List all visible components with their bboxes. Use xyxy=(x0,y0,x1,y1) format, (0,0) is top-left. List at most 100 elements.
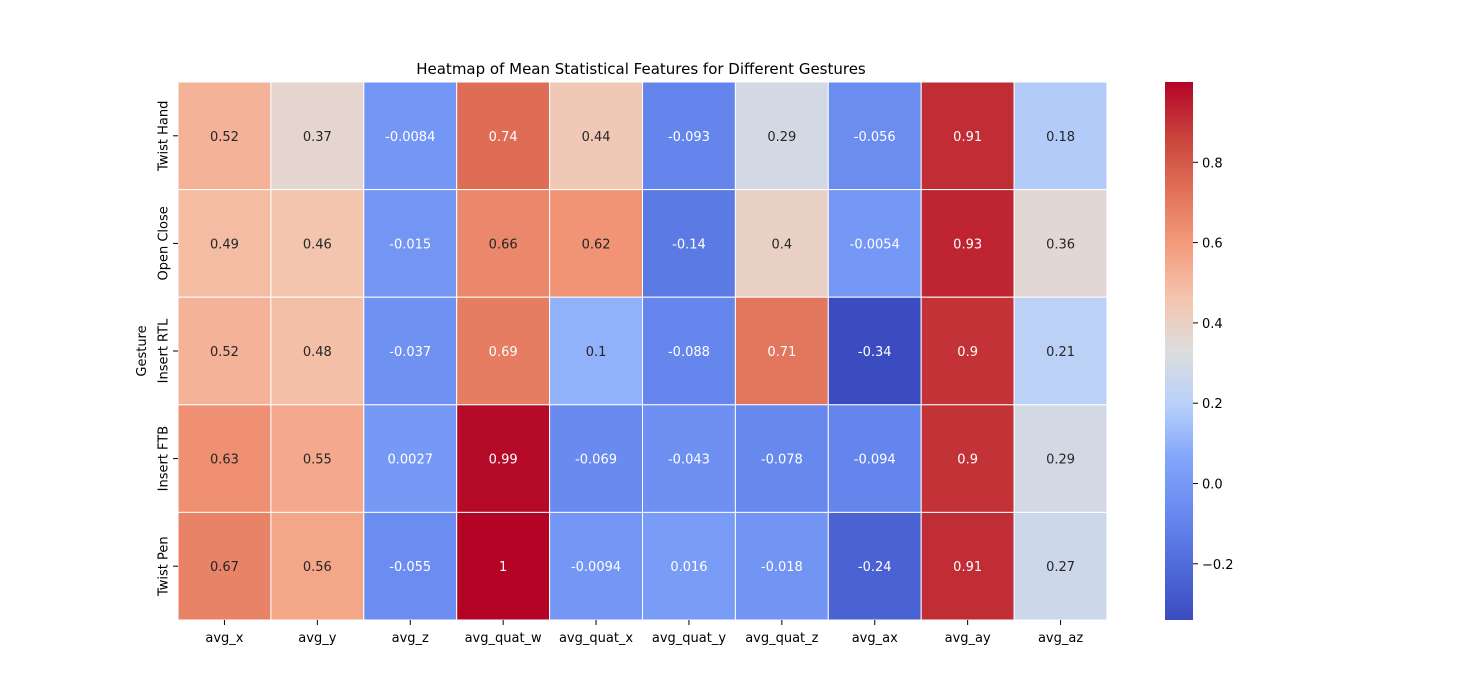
y-tick-label: Insert RTL xyxy=(157,318,172,383)
heatmap-cell xyxy=(1013,81,1108,191)
x-tick-label: avg_ax xyxy=(852,631,898,646)
cell-value-label: -0.043 xyxy=(668,453,710,468)
heatmap-cell xyxy=(642,511,736,621)
heatmap-cell xyxy=(827,404,922,513)
x-axis-ticks: avg_x avg_y avg_z avg_quat_w avg_quat_x avg_q… xyxy=(205,620,1083,646)
heatmap-cell xyxy=(1013,511,1108,621)
cell-value-label: -0.015 xyxy=(389,237,431,252)
cell-value-label: 0.48 xyxy=(303,345,332,360)
cell-value-label: -0.14 xyxy=(672,237,706,252)
cell-value-label: -0.093 xyxy=(668,130,710,145)
heatmap-cell xyxy=(270,189,365,298)
cell-value-label: 0.44 xyxy=(582,130,611,145)
colorbar-tick-label: 0.0 xyxy=(1202,477,1223,492)
heatmap-cell-labels: 0.52 0.37 -0.0084 0.74 0.44 -0.093 0.29 -0.056 0… xyxy=(210,130,1075,575)
cell-value-label: -0.094 xyxy=(854,453,896,468)
cell-value-label: 0.71 xyxy=(767,345,796,360)
cell-value-label: 0.0027 xyxy=(388,453,434,468)
cell-value-label: 0.9 xyxy=(957,453,978,468)
cell-value-label: 0.37 xyxy=(303,130,332,145)
heatmap-cell xyxy=(734,296,829,406)
cell-value-label: 0.49 xyxy=(210,237,239,252)
y-tick-label: Insert FTB xyxy=(157,426,172,492)
cell-value-label: 0.27 xyxy=(1046,560,1075,575)
cell-value-label: 0.99 xyxy=(489,453,518,468)
colorbar-ticks: −0.2 0.0 0.2 0.4 0.6 0.8 xyxy=(1193,156,1234,573)
heatmap-cell xyxy=(549,81,643,191)
heatmap-cell xyxy=(456,189,551,298)
cell-value-label: 0.69 xyxy=(489,345,518,360)
cell-value-label: -0.24 xyxy=(858,560,892,575)
heatmap-cell xyxy=(270,511,365,621)
heatmap-cell xyxy=(549,511,643,621)
x-tick-label: avg_x xyxy=(205,631,243,646)
cell-value-label: 0.62 xyxy=(582,237,611,252)
x-tick-label: avg_quat_x xyxy=(559,631,633,646)
heatmap-cell xyxy=(549,404,643,513)
colorbar-tick-label: 0.2 xyxy=(1202,397,1223,412)
cell-value-label: 0.36 xyxy=(1046,237,1075,252)
heatmap-cell xyxy=(920,511,1015,621)
heatmap-cell xyxy=(549,296,643,406)
heatmap-cell xyxy=(363,296,458,406)
cell-value-label: 0.21 xyxy=(1046,345,1075,360)
heatmap-cell xyxy=(363,81,458,191)
cell-value-label: 0.67 xyxy=(210,560,239,575)
heatmap-cell xyxy=(549,189,643,298)
cell-value-label: 0.29 xyxy=(767,130,796,145)
x-tick-label: avg_z xyxy=(392,631,429,646)
heatmap-cell xyxy=(642,81,736,191)
cell-value-label: 0.4 xyxy=(772,237,793,252)
cell-value-label: 1 xyxy=(499,560,507,575)
cell-value-label: -0.088 xyxy=(668,345,710,360)
cell-value-label: -0.0054 xyxy=(850,237,900,252)
heatmap-cell xyxy=(827,296,922,406)
heatmap-cell xyxy=(1013,404,1108,513)
cell-value-label: -0.34 xyxy=(858,345,892,360)
cell-value-label: 0.016 xyxy=(670,560,707,575)
heatmap-cell xyxy=(734,189,829,298)
heatmap-cell xyxy=(920,296,1015,406)
colorbar-tick-label: −0.2 xyxy=(1202,558,1234,573)
colorbar-tick-label: 0.6 xyxy=(1202,237,1223,252)
y-axis-label: Gesture xyxy=(135,325,150,376)
heatmap-cell xyxy=(456,81,551,191)
cell-value-label: 0.29 xyxy=(1046,453,1075,468)
y-tick-label: Open Close xyxy=(157,206,172,280)
cell-value-label: 0.74 xyxy=(489,130,518,145)
cell-value-label: -0.056 xyxy=(854,130,896,145)
heatmap-cell xyxy=(1013,189,1108,298)
heatmap-cell xyxy=(177,296,272,406)
heatmap-cell xyxy=(177,404,272,513)
cell-value-label: -0.037 xyxy=(389,345,431,360)
heatmap-cell xyxy=(920,189,1015,298)
cell-value-label: 0.91 xyxy=(953,560,982,575)
cell-value-label: 0.46 xyxy=(303,237,332,252)
cell-value-label: 0.9 xyxy=(957,345,978,360)
cell-value-label: -0.078 xyxy=(761,453,803,468)
heatmap-cell xyxy=(270,296,365,406)
x-tick-label: avg_quat_z xyxy=(745,631,818,646)
heatmap-cell xyxy=(363,189,458,298)
x-tick-label: avg_az xyxy=(1038,631,1083,646)
x-tick-label: avg_quat_y xyxy=(652,631,726,646)
heatmap-cells xyxy=(177,81,1108,621)
heatmap-cell xyxy=(1013,296,1108,406)
x-tick-label: avg_y xyxy=(298,631,336,646)
heatmap-cell xyxy=(827,511,922,621)
cell-value-label: 0.55 xyxy=(303,453,332,468)
cell-value-label: 0.52 xyxy=(210,130,239,145)
cell-value-label: 0.18 xyxy=(1046,130,1075,145)
y-tick-label: Twist Hand xyxy=(157,101,172,172)
heatmap-cell xyxy=(920,404,1015,513)
cell-value-label: 0.52 xyxy=(210,345,239,360)
colorbar-tick-label: 0.8 xyxy=(1202,156,1223,171)
cell-value-label: -0.055 xyxy=(389,560,431,575)
heatmap-cell xyxy=(363,511,458,621)
colorbar xyxy=(1165,82,1193,620)
cell-value-label: -0.0084 xyxy=(385,130,435,145)
cell-value-label: -0.069 xyxy=(575,453,617,468)
cell-value-label: 0.66 xyxy=(489,237,518,252)
heatmap-cell xyxy=(177,81,272,191)
